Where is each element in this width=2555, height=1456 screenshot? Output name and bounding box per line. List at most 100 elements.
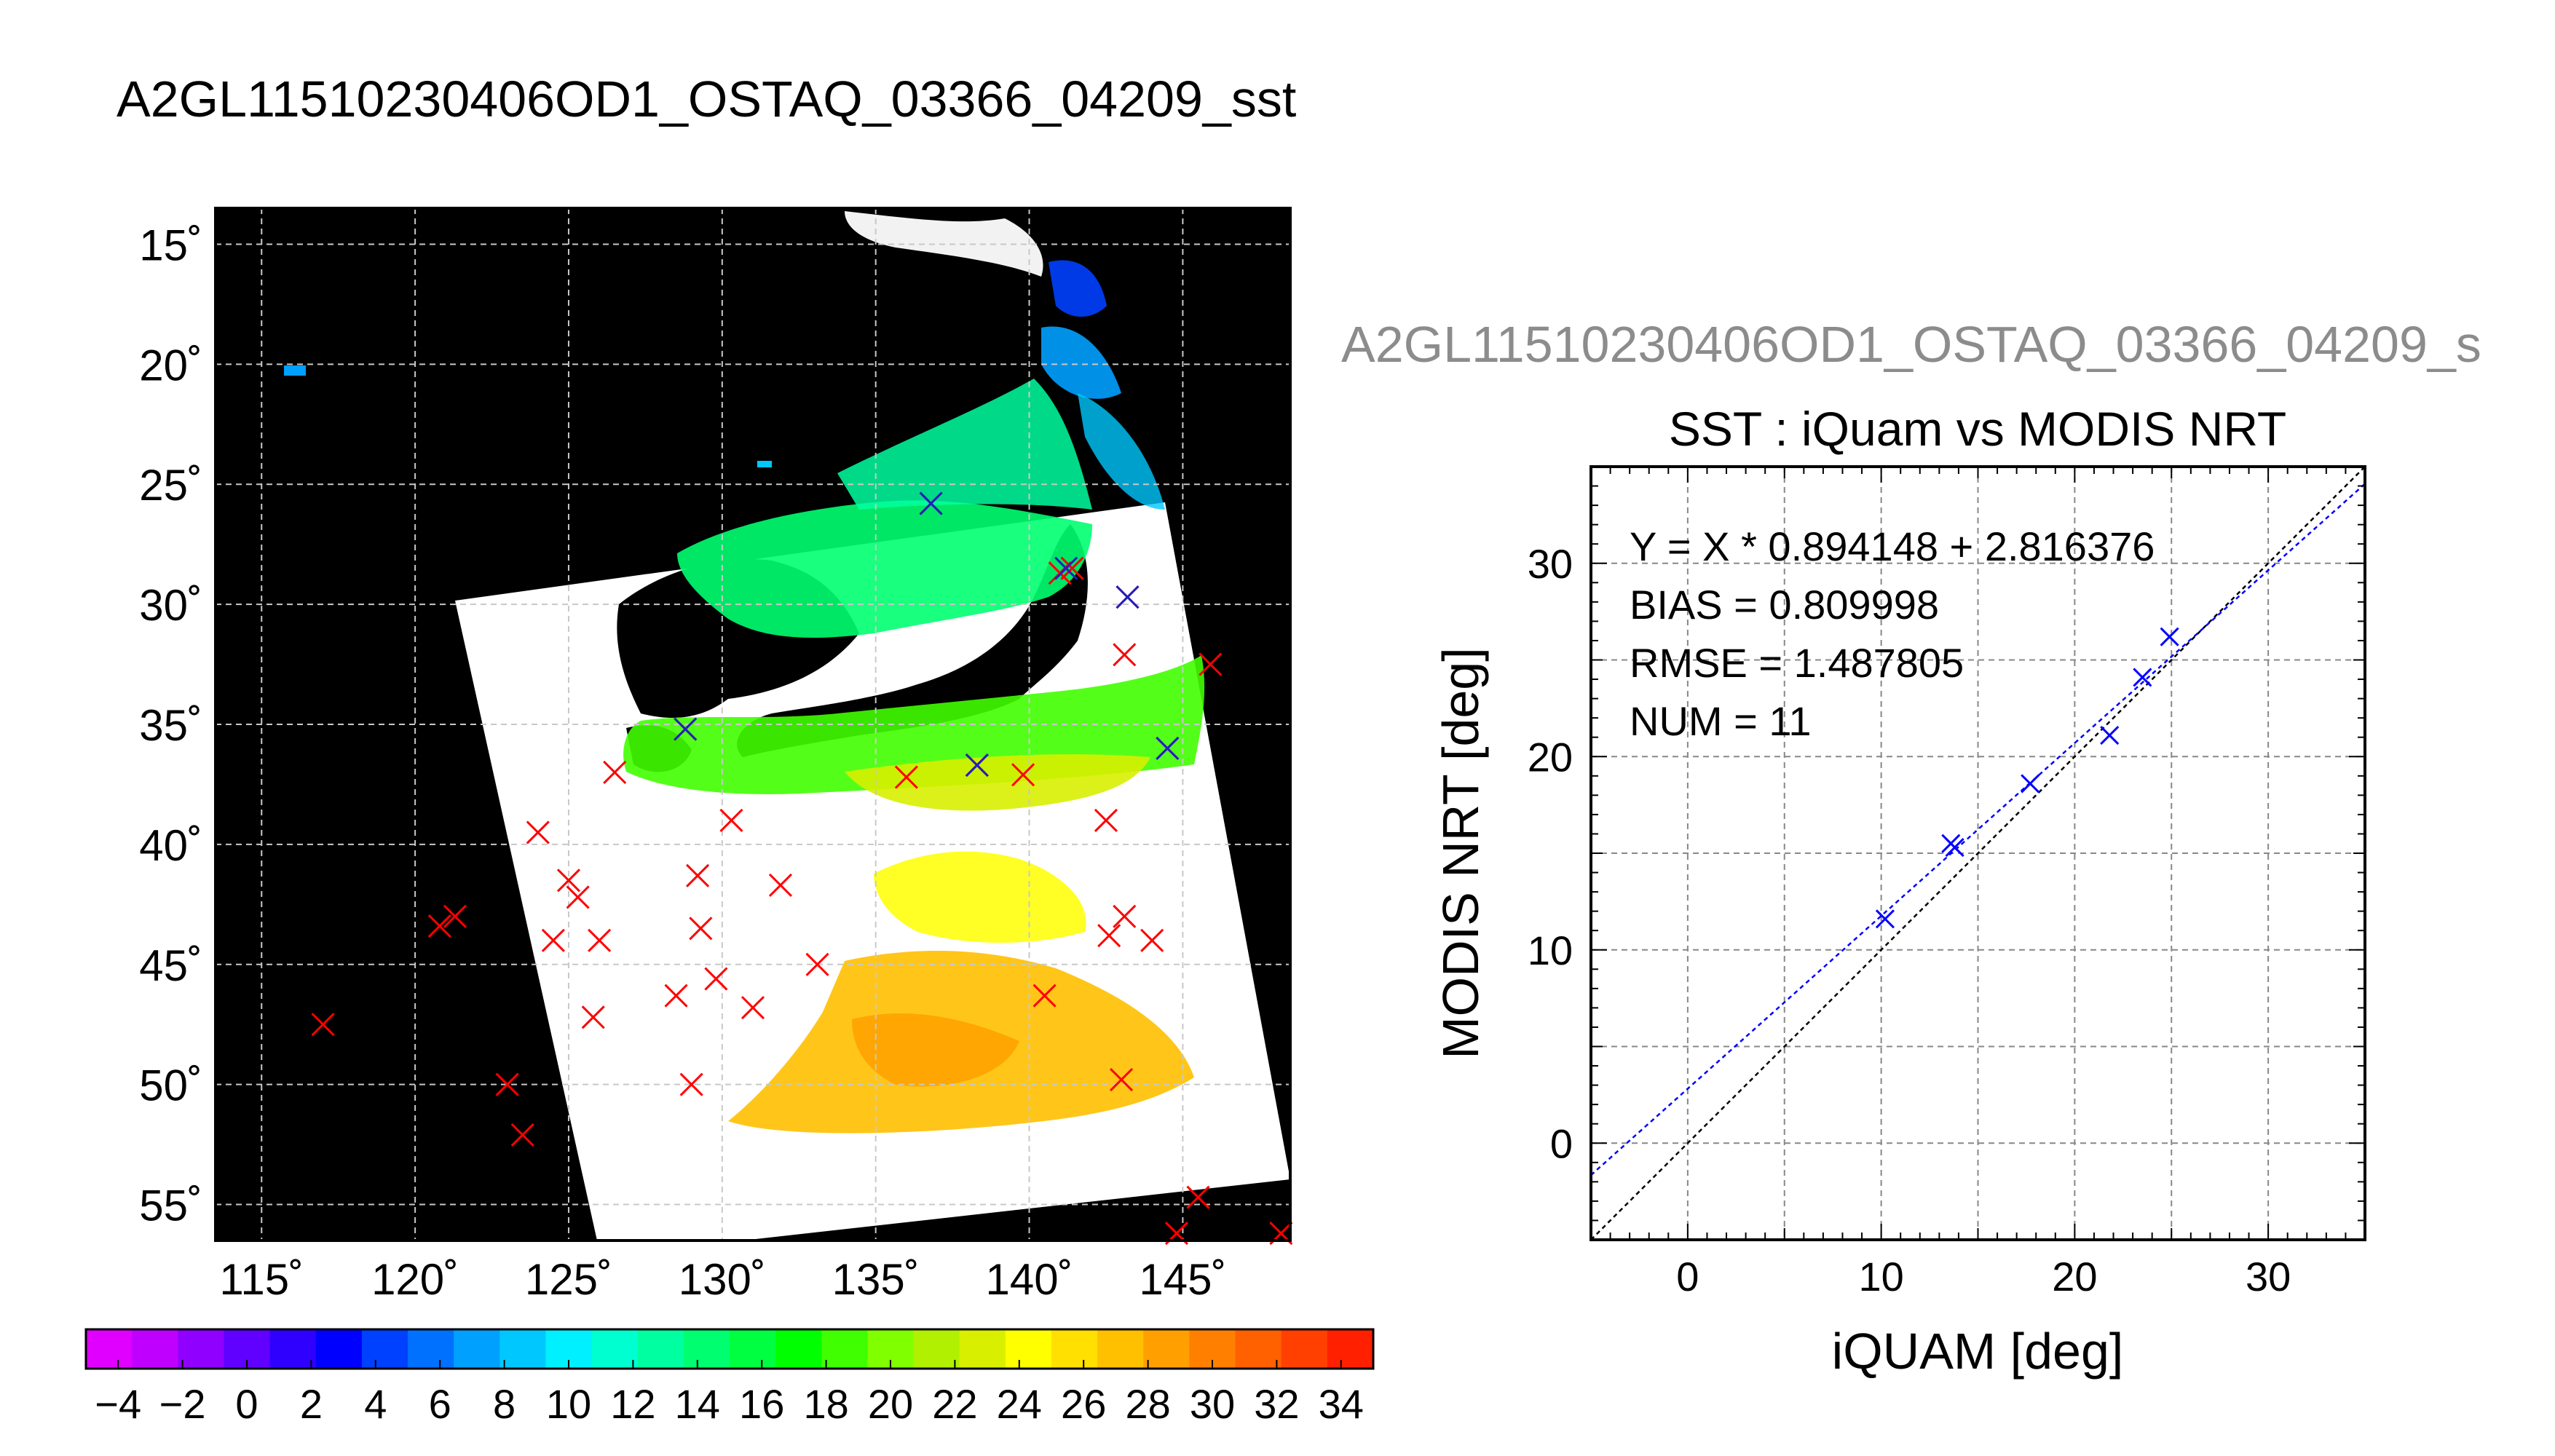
iquam-marker — [1113, 643, 1137, 667]
map-title: A2GL11510230406OD1_OSTAQ_03366_04209_sst — [117, 71, 1296, 127]
iquam-marker — [443, 904, 467, 928]
scatter-header: A2GL11510230406OD1_OSTAQ_03366_04209_s — [1341, 316, 2481, 373]
sst-field — [874, 851, 1086, 943]
iquam-marker — [526, 820, 550, 844]
map-grid — [216, 208, 1290, 1241]
colorbar-tick-label: 6 — [429, 1381, 451, 1427]
one-to-one-line — [1591, 467, 2365, 1240]
colorbar-tick-label: −4 — [95, 1381, 141, 1427]
scatter-x-tick-label: 20 — [2052, 1254, 2097, 1299]
colorbar-tick-label: 10 — [546, 1381, 591, 1427]
lon-tick-label: 140˚ — [985, 1255, 1073, 1304]
colorbar-tick-label: 20 — [868, 1381, 913, 1427]
colorbar-tick-label: 24 — [997, 1381, 1042, 1427]
colorbar-swatch — [637, 1329, 684, 1369]
colorbar-tick-label: 28 — [1125, 1381, 1170, 1427]
colorbar-swatch — [591, 1329, 639, 1369]
map-tick-labels: 55˚ 50˚ 45˚ 40˚ 35˚ 30˚ 25˚ 20˚ 15˚ 115˚ 120˚ 125˚ 1… — [139, 221, 1226, 1304]
iquam-marker — [510, 1123, 534, 1147]
iquam-marker — [689, 917, 713, 941]
scatter-frame — [1590, 465, 2366, 1241]
iquam-marker — [1109, 1067, 1134, 1092]
sst-field — [852, 1013, 1019, 1087]
iquam-marker — [588, 928, 612, 952]
scatter-y-tick-label: 30 — [1528, 541, 1573, 587]
colorbar-swatch — [959, 1329, 1006, 1369]
iquam-marker — [679, 1072, 703, 1096]
scatter-x-tick-label: 10 — [1858, 1254, 1903, 1299]
iquam-marker — [1113, 904, 1137, 928]
sst-field — [837, 379, 1092, 510]
colorbar-swatch — [683, 1329, 730, 1369]
iquam-marker — [541, 928, 565, 952]
scatter-title: SST : iQuam vs MODIS NRT — [1669, 402, 2286, 456]
iquam-marker — [1198, 652, 1223, 676]
lat-tick-label: 30˚ — [139, 581, 202, 630]
iquam-marker — [704, 967, 728, 991]
colorbar-swatch — [1327, 1329, 1374, 1369]
scatter-point — [2160, 627, 2179, 646]
map-plot-area — [214, 207, 1293, 1246]
iquam-marker — [686, 863, 710, 887]
sst-field — [845, 754, 1150, 811]
lat-tick-label: 45˚ — [139, 941, 202, 990]
iquam-marker — [805, 952, 829, 976]
stats-bias: BIAS = 0.809998 — [1630, 582, 1939, 628]
iquam-marker — [566, 885, 590, 909]
colorbar-swatch — [1235, 1329, 1282, 1369]
colorbar-swatch — [315, 1329, 363, 1369]
stats-box: Y = X * 0.894148 + 2.816376 BIAS = 0.809… — [1630, 523, 2155, 744]
iquam-marker — [495, 1072, 519, 1096]
colorbar-swatch — [454, 1329, 501, 1369]
colorbar-swatch — [913, 1329, 960, 1369]
scatter-plot-area — [1590, 465, 2366, 1241]
matched-marker — [1054, 556, 1078, 580]
scatter-tick-labels: 0 10 20 30 0 10 20 30 — [1528, 541, 2291, 1299]
colorbar-swatch — [821, 1329, 869, 1369]
colorbar-tick-label: 32 — [1254, 1381, 1299, 1427]
matched-marker — [919, 491, 943, 515]
scatter-point — [2021, 774, 2040, 794]
iquam-marker — [1140, 928, 1164, 952]
scatter-y-tick-label: 20 — [1528, 734, 1573, 780]
iquam-marker — [1011, 763, 1035, 787]
iquam-marker — [1060, 556, 1084, 580]
scatter-points — [1875, 627, 2179, 929]
iquam-marker — [1094, 808, 1118, 832]
iquam-marker — [427, 914, 451, 938]
colorbar-tick-label: −2 — [159, 1381, 206, 1427]
colorbar-tick-label: 22 — [932, 1381, 977, 1427]
colorbar-tick-label: 34 — [1319, 1381, 1364, 1427]
colorbar-tick-label: 0 — [235, 1381, 258, 1427]
colorbar-frame — [84, 1328, 1375, 1370]
sst-field — [284, 365, 306, 376]
sst-field — [1049, 260, 1107, 317]
lat-tick-label: 25˚ — [139, 461, 202, 510]
colorbar-tick-label: 12 — [610, 1381, 655, 1427]
sst-field — [757, 461, 772, 467]
lat-tick-label: 20˚ — [139, 341, 202, 389]
lon-tick-label: 115˚ — [219, 1255, 304, 1304]
iquam-marker — [603, 760, 627, 785]
sst-field — [1041, 326, 1121, 399]
lat-tick-label: 50˚ — [139, 1061, 202, 1110]
scatter-point — [1945, 837, 1964, 858]
colorbar-tick-label: 14 — [675, 1381, 720, 1427]
scatter-x-tick-label: 0 — [1676, 1254, 1699, 1299]
colorbar-swatch — [269, 1329, 317, 1369]
scatter-point — [1875, 909, 1895, 929]
colorbar — [84, 1328, 1375, 1370]
colorbar-swatch — [1005, 1329, 1052, 1369]
matched-marker — [1156, 736, 1180, 761]
lon-tick-label: 125˚ — [525, 1255, 612, 1304]
stats-fit-equation: Y = X * 0.894148 + 2.816376 — [1630, 523, 2155, 569]
lat-tick-label: 40˚ — [139, 821, 202, 870]
lat-tick-label: 35˚ — [139, 701, 202, 750]
scatter-y-axis-label: MODIS NRT [deg] — [1432, 647, 1489, 1059]
scatter-y-tick-label: 10 — [1528, 927, 1573, 973]
colorbar-tick-label: 8 — [493, 1381, 516, 1427]
colorbar-swatch — [361, 1329, 408, 1369]
lon-tick-label: 145˚ — [1139, 1255, 1226, 1304]
iquam-marker — [1097, 924, 1121, 948]
